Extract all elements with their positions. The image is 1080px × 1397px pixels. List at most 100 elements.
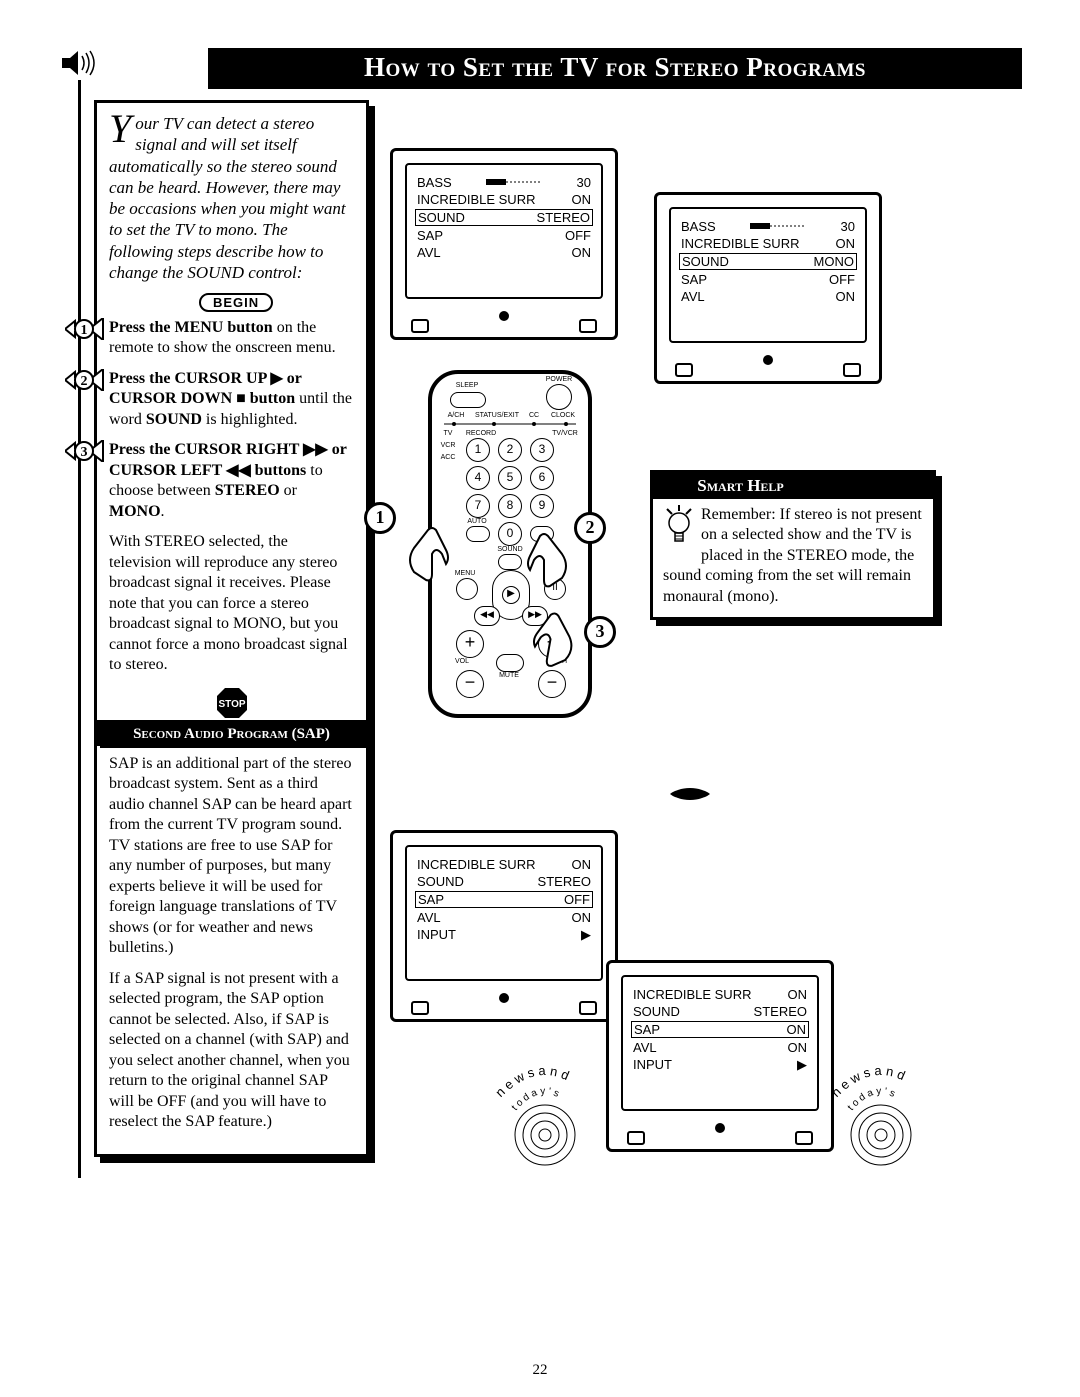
sound-label: SOUND <box>418 210 465 225</box>
status-exit-label: STATUS/EXIT <box>472 412 522 419</box>
tv-screen-stereo: BASS 30 INCREDIBLE SURRON SOUNDSTEREO SA… <box>390 148 618 340</box>
surr-label: INCREDIBLE SURR <box>417 857 535 872</box>
page-number: 22 <box>0 1362 1080 1379</box>
step3-or: or <box>280 482 297 499</box>
auto-button[interactable] <box>466 526 490 542</box>
step-number-3: 3 <box>65 440 105 468</box>
menu-button[interactable] <box>456 578 478 600</box>
digit-7[interactable]: 7 <box>466 494 490 518</box>
bass-label: BASS <box>681 219 716 234</box>
smart-help-title: Smart Help <box>653 473 933 499</box>
step2-bold2: SOUND <box>146 411 202 428</box>
sleep-label: SLEEP <box>452 382 482 389</box>
clock-label: CLOCK <box>548 412 578 419</box>
svg-text:1: 1 <box>81 323 88 338</box>
sleep-button[interactable] <box>450 392 486 408</box>
sound-val: MONO <box>814 254 854 269</box>
step2-rest2: is highlighted. <box>202 411 298 428</box>
sound-val: STEREO <box>754 1004 807 1019</box>
sound-val: STEREO <box>538 874 591 889</box>
vol-up[interactable]: + <box>456 630 484 658</box>
hand-icon-2 <box>524 530 574 595</box>
svg-text:2: 2 <box>81 374 88 389</box>
step-explain: With STEREO selected, the television wil… <box>109 532 354 675</box>
sap-p2: If a SAP signal is not present with a se… <box>109 969 354 1133</box>
digit-4[interactable]: 4 <box>466 466 490 490</box>
begin-badge: BEGIN <box>199 293 273 312</box>
step3-dot: . <box>161 503 165 520</box>
tvvcr-label: TV/VCR <box>548 430 582 437</box>
avl-val: ON <box>788 1040 808 1055</box>
surr-label: INCREDIBLE SURR <box>681 236 799 251</box>
vertical-rule <box>78 80 81 1178</box>
svg-text:t o d a y ' s: t o d a y ' s <box>846 1086 897 1113</box>
bass-bar-icon <box>486 175 542 190</box>
sap-val: OFF <box>565 228 591 243</box>
surr-label: INCREDIBLE SURR <box>417 192 535 207</box>
sound-val: STEREO <box>537 210 590 225</box>
acc-label: ACC <box>438 454 458 461</box>
sap-label: SAP <box>418 892 444 907</box>
menu-label: MENU <box>452 570 478 577</box>
stop-badge: STOP <box>109 686 354 725</box>
callout-2: 2 <box>574 512 606 544</box>
hand-icon-1 <box>402 524 452 589</box>
digit-6[interactable]: 6 <box>530 466 554 490</box>
cc-label: CC <box>526 412 542 419</box>
avl-val: ON <box>572 910 592 925</box>
vol-label: VOL <box>452 658 472 665</box>
svg-text:3: 3 <box>81 445 88 460</box>
digit-2[interactable]: 2 <box>498 438 522 462</box>
sap-box: Second Audio Program (SAP) SAP is an add… <box>94 720 369 1157</box>
bass-val: 30 <box>841 219 855 234</box>
arc-text-right: n e w s a n d t o d a y ' s <box>816 1030 946 1120</box>
step-number-1: 1 <box>65 318 105 346</box>
sap-label: SAP <box>634 1022 660 1037</box>
sap-p1: SAP is an additional part of the stereo … <box>109 754 354 959</box>
sound-label: SOUND <box>633 1004 680 1019</box>
digit-0[interactable]: 0 <box>498 522 522 546</box>
sap-val: OFF <box>564 892 590 907</box>
power-label: POWER <box>542 376 576 383</box>
tv-screen-sap-off: INCREDIBLE SURRON SOUNDSTEREO SAPOFF AVL… <box>390 830 618 1022</box>
surr-label: INCREDIBLE SURR <box>633 987 751 1002</box>
digit-5[interactable]: 5 <box>498 466 522 490</box>
sound-btn-label: SOUND <box>494 546 526 553</box>
digit-8[interactable]: 8 <box>498 494 522 518</box>
callout-1: 1 <box>364 502 396 534</box>
sap-title: Second Audio Program (SAP) <box>97 723 366 746</box>
digit-3[interactable]: 3 <box>530 438 554 462</box>
bass-label: BASS <box>417 175 452 190</box>
input-arrow: ▶ <box>797 1057 807 1073</box>
cursor-play[interactable]: ▶ <box>502 586 520 604</box>
mute-button[interactable] <box>496 654 524 672</box>
digit-9[interactable]: 9 <box>530 494 554 518</box>
smart-help-text: Remember: If stereo is not present on a … <box>663 505 923 607</box>
stop-text: STOP <box>218 699 245 710</box>
vol-down[interactable]: − <box>456 670 484 698</box>
sound-button[interactable] <box>498 554 522 570</box>
step3-bold3: MONO <box>109 503 161 520</box>
cursor-left[interactable]: ◀◀ <box>474 606 500 626</box>
avl-label: AVL <box>633 1040 657 1055</box>
surr-val: ON <box>572 857 592 872</box>
sap-label: SAP <box>417 228 443 243</box>
sound-icon <box>60 48 100 83</box>
section-divider <box>370 784 1010 809</box>
surr-val: ON <box>572 192 592 207</box>
input-label: INPUT <box>417 927 456 943</box>
sound-label: SOUND <box>682 254 729 269</box>
step-3: 3 Press the CURSOR RIGHT ▶▶ or CURSOR LE… <box>109 440 354 522</box>
lightbulb-icon <box>663 505 695 551</box>
sap-label: SAP <box>681 272 707 287</box>
avl-val: ON <box>572 245 592 260</box>
sound-label: SOUND <box>417 874 464 889</box>
smart-help-box: Smart Help Remember: If stereo is not pr… <box>650 470 936 620</box>
auto-label: AUTO <box>462 518 492 525</box>
input-label: INPUT <box>633 1057 672 1073</box>
step-1: 1 Press the MENU button on the remote to… <box>109 318 354 359</box>
power-button[interactable] <box>546 384 572 410</box>
callout-3: 3 <box>584 616 616 648</box>
digit-1[interactable]: 1 <box>466 438 490 462</box>
surr-val: ON <box>836 236 856 251</box>
